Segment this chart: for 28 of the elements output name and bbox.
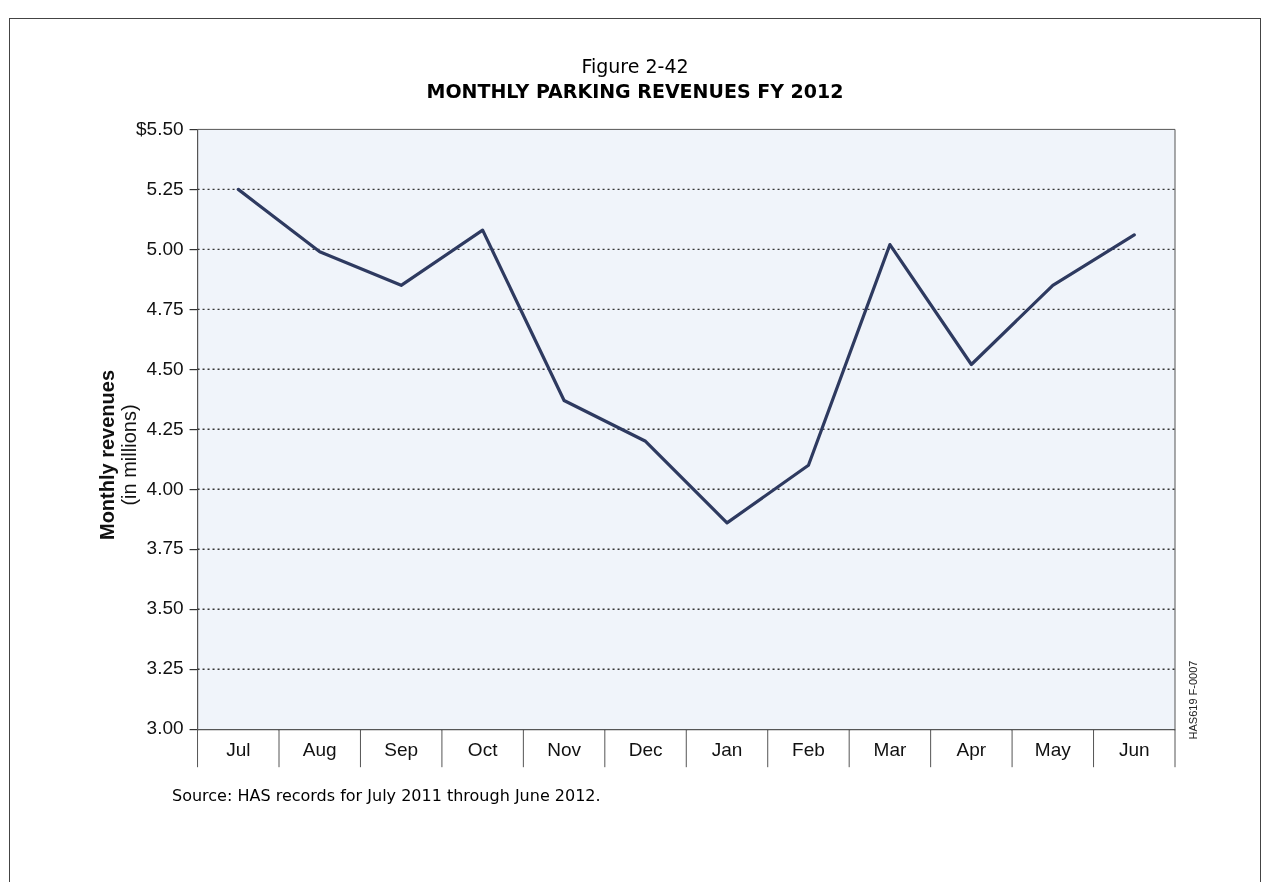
x-tick-label: Sep — [384, 738, 419, 760]
x-tick-label: Dec — [628, 738, 663, 760]
y-tick-label: 4.75 — [146, 297, 184, 319]
chart-subtitle: MONTHLY PARKING REVENUES FY 2012 — [425, 80, 845, 102]
x-tick-label: Jun — [1118, 738, 1150, 760]
y-axis-title: Monthly revenues (in millions) — [96, 369, 140, 541]
x-tick-label: May — [1034, 738, 1072, 760]
x-tick-label: Nov — [547, 738, 582, 760]
y-tick-label: 3.50 — [146, 597, 184, 619]
x-tick-label: Jan — [711, 738, 743, 760]
chart-title: Figure 2-42 — [580, 55, 690, 77]
y-tick-label: 4.00 — [146, 477, 184, 499]
text: HAS619 F-0007 — [1187, 660, 1199, 740]
x-tick-label: Mar — [873, 738, 907, 760]
x-tick-label: Jul — [226, 738, 251, 760]
y-tick-label: 5.25 — [146, 177, 184, 199]
y-tick-label: 5.00 — [146, 237, 184, 259]
y-tick-label: 3.00 — [146, 717, 184, 739]
y-tick-label: 4.25 — [146, 417, 184, 439]
y-tick-label: 3.25 — [146, 657, 184, 679]
y-tick-label: 3.75 — [146, 537, 184, 559]
source-note: Source: HAS records for July 2011 through June 2012. — [172, 786, 601, 805]
x-tick-label: Feb — [792, 738, 825, 760]
x-tick-label: Oct — [467, 738, 499, 760]
y-tick-label: 4.50 — [146, 357, 184, 379]
x-tick-label: Apr — [956, 738, 987, 760]
y-tick-label: $5.50 — [136, 117, 184, 139]
x-tick-label: Aug — [302, 738, 337, 760]
